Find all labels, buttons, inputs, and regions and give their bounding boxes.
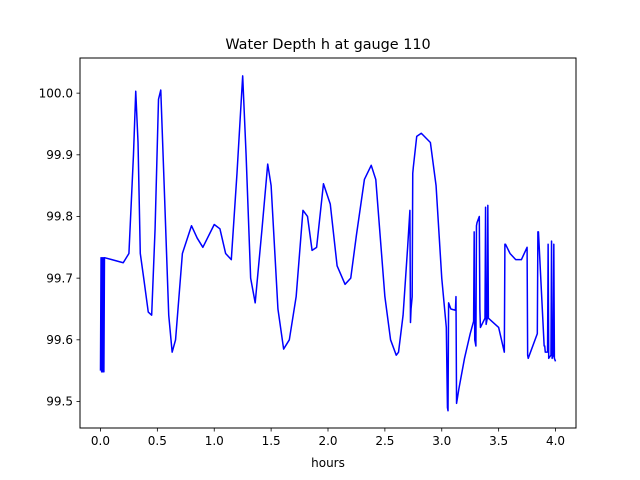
x-tick-label: 0.5 xyxy=(148,434,167,448)
series-line xyxy=(99,75,557,412)
y-tick-label: 100.0 xyxy=(39,86,73,100)
x-tick-label: 2.0 xyxy=(318,434,337,448)
y-tick-label: 99.5 xyxy=(46,395,73,409)
x-tick-label: 1.5 xyxy=(262,434,281,448)
y-tick-label: 99.9 xyxy=(46,148,73,162)
y-tick-label: 99.6 xyxy=(46,333,73,347)
x-tick-label: 4.0 xyxy=(546,434,565,448)
y-axis: 99.5 99.6 99.7 99.8 99.9 100.0 xyxy=(39,86,80,409)
x-tick-label: 3.5 xyxy=(489,434,508,448)
x-tick-label: 3.0 xyxy=(432,434,451,448)
y-tick-label: 99.7 xyxy=(46,271,73,285)
x-axis: 0.0 0.5 1.0 1.5 2.0 2.5 3.0 3.5 4.0 xyxy=(91,428,565,448)
x-axis-label: hours xyxy=(311,456,345,470)
x-tick-label: 1.0 xyxy=(205,434,224,448)
x-tick-label: 0.0 xyxy=(91,434,110,448)
x-tick-label: 2.5 xyxy=(375,434,394,448)
series-layer xyxy=(99,75,557,412)
y-tick-label: 99.8 xyxy=(46,210,73,224)
chart-title: Water Depth h at gauge 110 xyxy=(225,37,430,53)
